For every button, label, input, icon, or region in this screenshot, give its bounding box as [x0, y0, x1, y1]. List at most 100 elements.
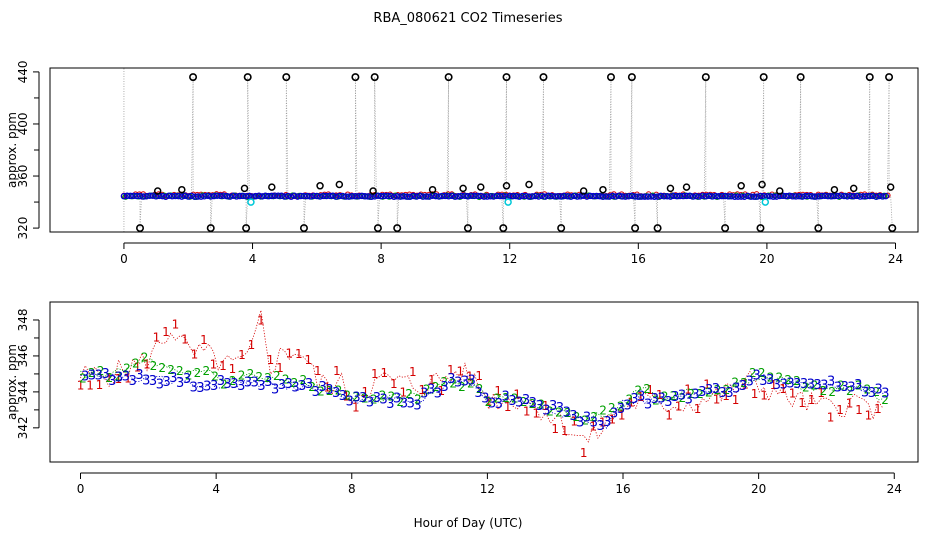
- bottom-point-series-2: 2: [238, 369, 246, 383]
- top-spike-high-point: [701, 73, 710, 82]
- bottom-point-series-2: 2: [379, 389, 387, 403]
- top-point-mode-3: [284, 192, 292, 200]
- bottom-point-series-1: 1: [551, 422, 559, 436]
- bottom-point-series-1: 1: [257, 314, 265, 328]
- top-point-mode-3: [342, 193, 350, 200]
- top-point-mode-3: [390, 193, 398, 200]
- bottom-point-series-1: 1: [380, 366, 388, 380]
- bottom-point-series-1: 1: [627, 396, 635, 410]
- bottom-point-series-2: 2: [546, 405, 554, 419]
- top-point-mode-3: [663, 192, 671, 200]
- bottom-point-series-3: 3: [183, 372, 191, 387]
- top-point-mode-3: [149, 192, 157, 199]
- bottom-point-series-3: 3: [81, 370, 89, 385]
- top-point-mode-3: [162, 193, 169, 200]
- top-point-mode-3: [782, 192, 790, 200]
- bottom-point-series-3: 3: [352, 391, 360, 406]
- top-point-mode-3: [262, 192, 269, 200]
- bottom-x-tick-label: 8: [348, 482, 356, 496]
- top-point-mode-3: [480, 193, 488, 200]
- bottom-point-series-2: 2: [388, 390, 396, 404]
- top-spike-high-point: [502, 73, 511, 82]
- top-point-mode-3: [628, 192, 636, 200]
- top-point-mode-3: [406, 193, 414, 200]
- top-point-mode-3: [397, 193, 404, 200]
- bottom-point-series-2: 2: [211, 369, 219, 383]
- top-point-mode-3: [741, 193, 748, 200]
- top-point-mode-3: [811, 193, 819, 200]
- bottom-point-series-1: 1: [751, 387, 759, 401]
- bottom-point-series-1: 1: [371, 367, 379, 381]
- top-point-mode-3: [509, 192, 517, 200]
- bottom-point-series-2: 2: [564, 406, 572, 420]
- bottom-point-series-1: 1: [532, 406, 540, 420]
- bottom-point-series-3: 3: [420, 387, 428, 402]
- top-point-mode-3: [567, 193, 575, 200]
- bottom-point-series-1: 1: [295, 347, 303, 361]
- top-point-mode-3: [313, 192, 321, 200]
- bottom-point-series-3: 3: [529, 396, 537, 411]
- bottom-point-series-3: 3: [291, 381, 299, 396]
- top-point-mode-3: [201, 192, 208, 200]
- bottom-point-series-1: 1: [789, 387, 797, 401]
- bottom-point-series-2: 2: [652, 394, 660, 408]
- bottom-point-series-1: 1: [608, 412, 616, 426]
- top-plot-marks: [120, 68, 897, 233]
- bottom-point-series-1: 1: [210, 357, 218, 371]
- top-point-mode-3: [599, 193, 607, 200]
- bottom-point-series-1: 1: [561, 424, 569, 438]
- bottom-point-series-2: 2: [784, 373, 792, 387]
- bottom-point-series-3: 3: [549, 399, 557, 414]
- top-point-mode-3: [641, 193, 648, 200]
- top-point-mode-3: [223, 192, 231, 200]
- top-point-mode-3: [136, 192, 144, 200]
- top-point-mode-3: [326, 192, 333, 200]
- top-point-calibration: [504, 198, 512, 206]
- bottom-point-series-1: 1: [494, 384, 502, 398]
- bottom-point-series-3: 3: [590, 415, 598, 430]
- bottom-point-series-3: 3: [658, 391, 666, 406]
- top-point-mode-3: [789, 193, 796, 200]
- bottom-point-series-3: 3: [312, 385, 320, 400]
- top-point-mode-3: [872, 193, 880, 200]
- top-point-mode-3: [606, 193, 613, 200]
- top-y-tick-label: 360: [16, 165, 30, 188]
- top-point-mode-3: [226, 193, 234, 200]
- top-spike-high-point: [865, 73, 874, 82]
- bottom-point-series-3: 3: [237, 379, 245, 394]
- top-point-mode-3: [696, 193, 703, 200]
- bottom-point-series-3: 3: [474, 386, 482, 401]
- bottom-point-series-1: 1: [684, 383, 692, 397]
- bottom-point-series-3: 3: [251, 376, 259, 391]
- top-point-mode-3: [818, 192, 825, 200]
- top-point-mode-3: [512, 192, 520, 200]
- bottom-point-series-1: 1: [267, 353, 275, 367]
- top-point-mode-3: [721, 192, 729, 200]
- bottom-point-series-3: 3: [786, 377, 794, 392]
- bottom-point-series-1: 1: [713, 392, 721, 406]
- bottom-point-series-2: 2: [485, 395, 493, 409]
- top-point-mode-3: [657, 192, 665, 200]
- bottom-point-series-3: 3: [861, 385, 869, 400]
- bottom-y-tick-label: 344: [16, 380, 30, 403]
- bottom-point-series-1: 1: [238, 348, 246, 362]
- top-point-mode-3: [709, 193, 716, 200]
- bottom-point-series-3: 3: [95, 369, 103, 384]
- top-point-mode-3: [143, 192, 150, 200]
- bottom-point-series-3: 3: [359, 391, 367, 406]
- top-point-mode-3: [172, 192, 179, 200]
- top-point-mode-3: [618, 193, 626, 200]
- bottom-point-series-2: 2: [802, 380, 810, 394]
- top-point-mode-3: [692, 192, 700, 200]
- top-point-mode-3: [805, 192, 812, 200]
- bottom-point-series-2: 2: [820, 384, 828, 398]
- top-point-mode-3: [609, 192, 616, 200]
- top-point-mode-3: [541, 193, 549, 200]
- top-point-mode-3: [586, 192, 594, 200]
- bottom-point-series-3: 3: [664, 395, 672, 410]
- bottom-point-series-3: 3: [413, 398, 421, 413]
- top-point-mode-3: [281, 193, 288, 200]
- top-point-mode-3: [229, 192, 237, 200]
- bottom-point-series-1: 1: [418, 383, 426, 397]
